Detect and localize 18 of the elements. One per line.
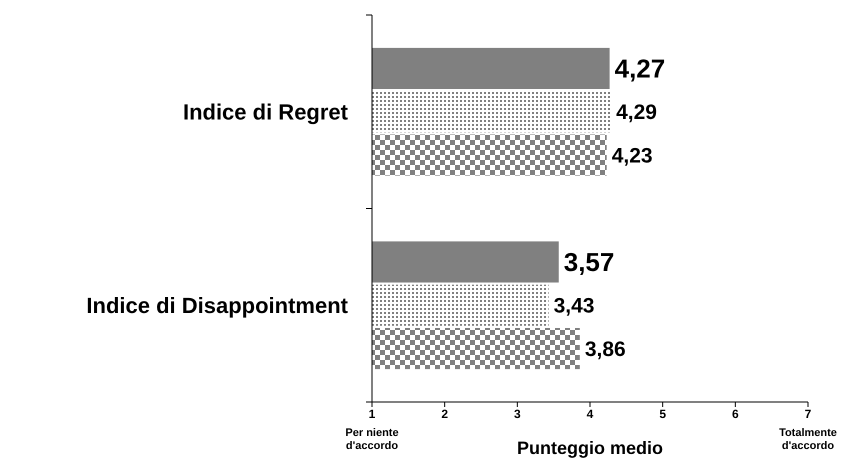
data-label: 3,43	[554, 294, 594, 318]
data-label: 4,27	[614, 54, 666, 84]
data-label: 4,23	[612, 144, 653, 168]
x-tick-label: 3	[514, 407, 521, 421]
data-label: 4,29	[616, 101, 657, 124]
x-tick-label: 7	[804, 407, 812, 421]
x-axis-title: Punteggio medio	[517, 438, 663, 458]
data-label: 3,86	[584, 338, 626, 361]
y-tick-label: Indice di Regret	[182, 99, 349, 124]
x-tick-label: 1	[368, 407, 376, 421]
data-label: 3,57	[564, 247, 614, 278]
x-tick-label: 2	[441, 407, 448, 421]
y-tick-label: Indice di Disappointment	[86, 292, 349, 318]
text: Per niente d'accordo	[345, 427, 399, 452]
text: Totalmente d'accordo	[779, 427, 837, 452]
x-tick-label: 6	[732, 407, 739, 421]
x-tick-label: 4	[586, 407, 594, 421]
x-tick-label: 5	[659, 407, 666, 421]
